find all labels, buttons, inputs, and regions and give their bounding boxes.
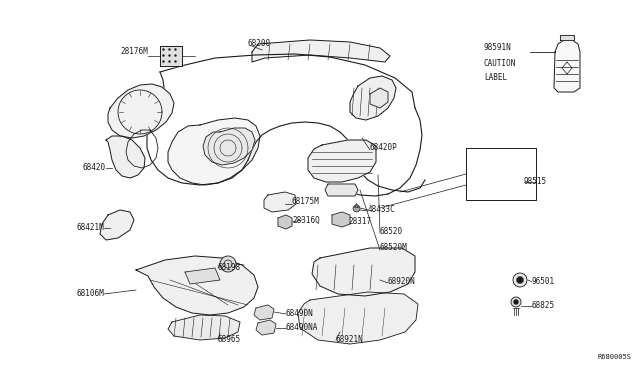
- Polygon shape: [168, 118, 260, 185]
- Polygon shape: [256, 320, 276, 335]
- Text: 98591N: 98591N: [484, 44, 512, 52]
- Text: 68920N: 68920N: [388, 278, 416, 286]
- Text: 68490NA: 68490NA: [286, 324, 318, 333]
- Text: 68490N: 68490N: [286, 310, 314, 318]
- Polygon shape: [370, 88, 388, 108]
- Polygon shape: [203, 128, 255, 165]
- Text: 68520: 68520: [380, 228, 403, 237]
- Text: 98515: 98515: [524, 177, 547, 186]
- Circle shape: [517, 277, 523, 283]
- Polygon shape: [325, 184, 358, 196]
- Polygon shape: [560, 35, 574, 40]
- Text: 96501: 96501: [532, 278, 555, 286]
- Polygon shape: [332, 212, 350, 227]
- Text: 68825: 68825: [532, 301, 555, 311]
- Polygon shape: [185, 268, 220, 284]
- Circle shape: [220, 256, 236, 272]
- Polygon shape: [108, 84, 174, 138]
- Text: 68520M: 68520M: [380, 244, 408, 253]
- Text: CAUTION: CAUTION: [484, 60, 516, 68]
- Polygon shape: [554, 40, 580, 92]
- Polygon shape: [106, 136, 145, 178]
- Text: R680005S: R680005S: [598, 354, 632, 360]
- Polygon shape: [264, 192, 296, 212]
- Polygon shape: [298, 292, 418, 344]
- Text: 48433C: 48433C: [368, 205, 396, 215]
- Polygon shape: [350, 76, 396, 120]
- Polygon shape: [312, 248, 415, 296]
- Text: 68965: 68965: [218, 336, 241, 344]
- Text: 68420: 68420: [83, 164, 106, 173]
- Text: 28317: 28317: [348, 218, 371, 227]
- Polygon shape: [252, 40, 390, 62]
- Text: 68175M: 68175M: [292, 198, 320, 206]
- Text: 68420P: 68420P: [370, 144, 397, 153]
- Text: 68106M: 68106M: [76, 289, 104, 298]
- Polygon shape: [160, 46, 182, 66]
- Polygon shape: [136, 256, 258, 315]
- Text: LABEL: LABEL: [484, 74, 507, 83]
- Polygon shape: [308, 140, 376, 182]
- Circle shape: [513, 273, 527, 287]
- Text: 68921N: 68921N: [336, 336, 364, 344]
- Text: 68198: 68198: [218, 263, 241, 273]
- Text: 28176M: 28176M: [120, 48, 148, 57]
- Circle shape: [514, 300, 518, 304]
- Polygon shape: [278, 215, 292, 229]
- Polygon shape: [168, 315, 240, 340]
- Circle shape: [511, 297, 521, 307]
- Polygon shape: [254, 305, 274, 320]
- Polygon shape: [100, 210, 134, 240]
- Text: 68200: 68200: [248, 39, 271, 48]
- Text: 28316Q: 28316Q: [292, 215, 320, 224]
- Text: 68421M: 68421M: [76, 224, 104, 232]
